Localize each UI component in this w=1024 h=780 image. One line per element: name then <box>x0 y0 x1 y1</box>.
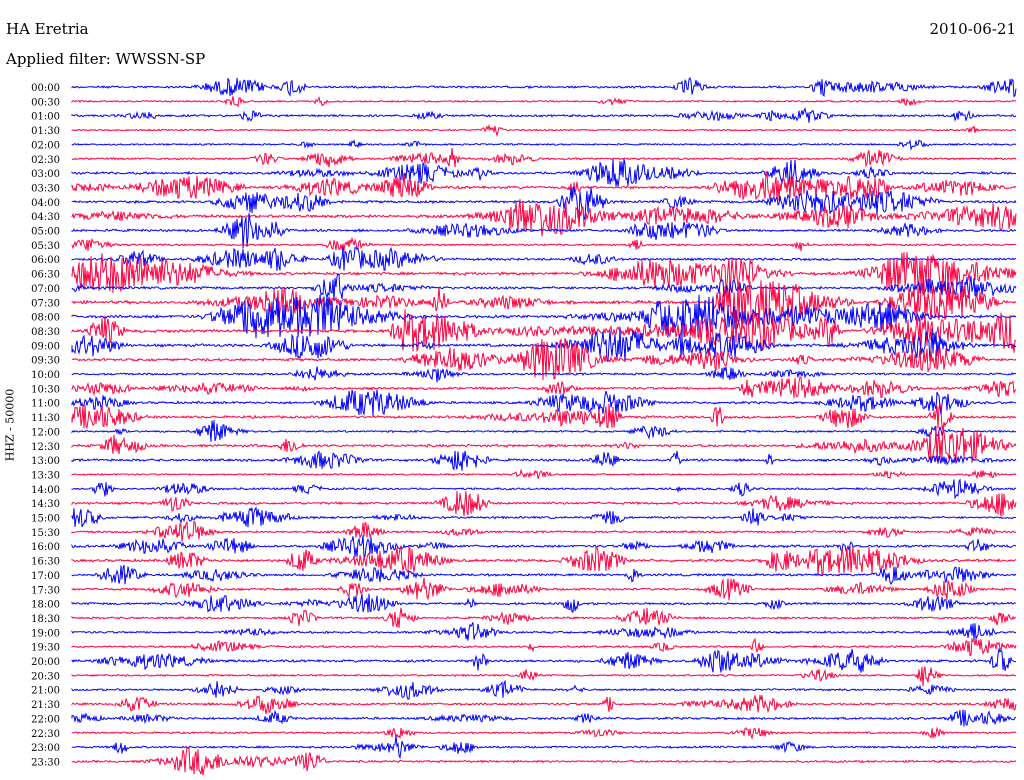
time-label: 02:00 <box>31 140 60 151</box>
trace-line <box>71 564 1017 586</box>
time-label: 00:00 <box>31 83 60 94</box>
time-label: 04:00 <box>31 198 60 209</box>
trace-line <box>71 420 1017 442</box>
time-label: 19:30 <box>31 643 60 654</box>
trace-line <box>71 273 1017 302</box>
time-label: 10:30 <box>31 384 60 395</box>
trace-line <box>71 186 1017 221</box>
time-label: 05:30 <box>31 241 60 252</box>
time-label: 07:00 <box>31 284 60 295</box>
trace-line <box>71 337 1017 381</box>
trace-line <box>71 366 1017 383</box>
trace-line <box>71 637 1017 657</box>
time-label: 08:30 <box>31 327 60 338</box>
trace-line <box>71 213 1017 249</box>
time-label: 01:30 <box>31 126 60 137</box>
trace-line <box>71 746 1017 776</box>
trace-line <box>71 735 1017 760</box>
trace-line <box>71 123 1017 138</box>
time-label: 18:00 <box>31 600 60 611</box>
trace-line <box>71 389 1017 416</box>
time-label: 21:30 <box>31 700 60 711</box>
time-label: 07:30 <box>31 298 60 309</box>
time-label: 17:00 <box>31 571 60 582</box>
time-label: 16:00 <box>31 542 60 553</box>
time-label: 05:00 <box>31 227 60 238</box>
trace-line <box>71 535 1017 558</box>
trace-line <box>71 171 1017 201</box>
trace-line <box>71 679 1017 700</box>
station-title: HA Eretria <box>6 20 89 38</box>
time-label: 18:30 <box>31 614 60 625</box>
trace-line <box>71 695 1017 715</box>
trace-line <box>71 478 1017 500</box>
time-label: 01:00 <box>31 112 60 123</box>
trace-line <box>71 236 1017 252</box>
time-label: 04:30 <box>31 212 60 223</box>
time-label: 00:30 <box>31 97 60 108</box>
time-label: 06:00 <box>31 255 60 266</box>
trace-line <box>71 647 1017 673</box>
trace-line <box>71 403 1017 431</box>
time-label: 15:30 <box>31 528 60 539</box>
trace-line <box>71 376 1017 399</box>
time-label: 22:30 <box>31 729 60 740</box>
time-label: 17:30 <box>31 585 60 596</box>
time-label: 03:30 <box>31 183 60 194</box>
trace-line <box>71 622 1017 641</box>
time-label: 10:00 <box>31 370 60 381</box>
trace-line <box>72 726 1017 740</box>
time-label: 08:00 <box>31 313 60 324</box>
trace-line <box>71 158 1017 187</box>
time-label: 13:30 <box>31 470 60 481</box>
time-label: 13:00 <box>31 456 60 467</box>
time-label: 09:30 <box>31 356 60 367</box>
time-label: 21:00 <box>31 686 60 697</box>
trace-line <box>71 425 1017 464</box>
time-label: 16:30 <box>31 557 60 568</box>
time-label: 20:00 <box>31 657 60 668</box>
filter-label: Applied filter: WWSSN-SP <box>6 50 206 68</box>
trace-line <box>71 280 1017 323</box>
time-label: 23:00 <box>31 743 60 754</box>
time-label: 09:00 <box>31 341 60 352</box>
trace-line <box>71 666 1017 687</box>
trace-line <box>71 76 1017 98</box>
trace-line <box>71 139 1017 152</box>
time-label: 11:30 <box>31 413 60 424</box>
trace-line <box>71 199 1017 237</box>
trace-line <box>71 520 1017 542</box>
trace-line <box>71 450 1017 471</box>
trace-line <box>71 607 1017 628</box>
trace-line <box>71 577 1017 601</box>
time-label: 22:00 <box>31 714 60 725</box>
time-label: 14:30 <box>31 499 60 510</box>
time-label: 15:00 <box>31 514 60 525</box>
recording-date: 2010-06-21 <box>929 20 1016 38</box>
trace-line <box>71 106 1017 123</box>
time-label: 03:00 <box>31 169 60 180</box>
trace-line <box>71 252 1017 295</box>
time-label: 23:30 <box>31 757 60 768</box>
time-label: 20:30 <box>31 671 60 682</box>
trace-line <box>71 544 1017 577</box>
trace-line <box>71 96 1017 108</box>
time-label: 14:00 <box>31 485 60 496</box>
trace-line <box>71 309 1017 353</box>
time-label: 12:30 <box>31 442 60 453</box>
trace-line <box>71 294 1017 339</box>
time-label: 11:00 <box>31 399 60 410</box>
trace-line <box>71 506 1017 528</box>
time-label: 12:00 <box>31 427 60 438</box>
trace-line <box>71 147 1017 168</box>
trace-line <box>71 490 1017 517</box>
time-label: 19:00 <box>31 628 60 639</box>
trace-line <box>71 246 1017 271</box>
time-label: 02:30 <box>31 155 60 166</box>
time-label: 06:30 <box>31 270 60 281</box>
trace-line <box>71 468 1017 480</box>
trace-line <box>71 593 1017 613</box>
trace-line <box>71 709 1017 727</box>
